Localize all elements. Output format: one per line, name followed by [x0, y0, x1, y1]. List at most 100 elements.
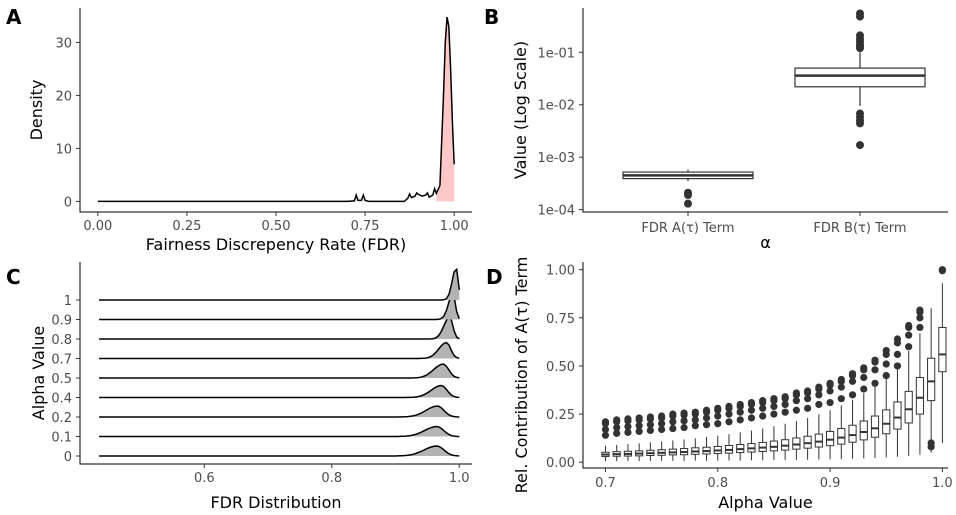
outlier-d [624, 423, 632, 431]
outlier-d [613, 416, 621, 424]
outlier-d [624, 415, 632, 423]
axis-frame-a [79, 8, 472, 213]
outlier-d [848, 391, 857, 399]
outlier-d [882, 371, 890, 380]
x-tick-label-d: 0.9 [820, 476, 841, 491]
x-tick-label-d: 1.0 [932, 476, 953, 491]
outlier-d [691, 422, 699, 430]
outlier-d [759, 412, 767, 420]
panel-d-boxplot: 0.7 0.8 0.9 1.0 0.00 0.25 0.50 0.75 1.00 Alpha Va… [512, 257, 953, 512]
outlier-d [916, 323, 924, 332]
outlier-d [669, 424, 677, 433]
x-tick-label-d: 0.8 [707, 476, 728, 491]
outlier-d [804, 387, 812, 395]
outlier-d [882, 360, 890, 368]
y-tick-label-a: 20 [55, 89, 72, 104]
ridge-line [99, 267, 461, 301]
ridge-line [99, 341, 460, 360]
ridge-line [99, 384, 460, 399]
outlier-d [759, 397, 767, 405]
x-axis-title-d: Alpha Value [718, 493, 813, 512]
panel-letter-a: A [6, 5, 22, 29]
y-tick-label-d: 1.00 [546, 264, 575, 279]
x-tick-label-a: 1.00 [440, 219, 469, 234]
outlier-d [927, 439, 935, 447]
outlier-d [916, 306, 924, 314]
y-axis-title-c: Alpha Value [29, 326, 48, 421]
panel-c-ridgeline: 0 0.1 0.2 0.4 0.5 0.7 0.8 0.9 1 0.6 0.8 1.0 FDR Dist… [29, 262, 472, 512]
box-d [825, 430, 835, 447]
outlier-d [747, 406, 756, 414]
outlier-d [826, 398, 834, 407]
outlier-d [613, 429, 621, 437]
x-tick-label-a: 0.00 [83, 219, 112, 234]
x-axis-title-a: Fairness Discrepency Rate (FDR) [146, 235, 406, 254]
outlier-d [702, 414, 711, 422]
outlier-d [691, 416, 699, 424]
outlier-d [837, 375, 845, 384]
outlier-d [792, 397, 800, 405]
y-tick-label-d: 0.00 [546, 456, 575, 471]
outlier-d [871, 379, 879, 387]
y-tick-label-c: 0 [64, 450, 72, 465]
y-tick-label-c: 0.2 [51, 411, 72, 426]
outlier-d [702, 406, 711, 414]
outlier-d [792, 406, 800, 414]
outlier-d [882, 346, 890, 355]
outlier-d [871, 356, 879, 364]
outlier-d [815, 383, 823, 391]
ridge-line [99, 405, 460, 418]
y-axis-title-d: Rel. Contribution of A(τ) Term [512, 257, 531, 494]
outlier-d [646, 413, 654, 421]
axis-frame-d [582, 262, 948, 469]
outlier-d [635, 422, 643, 430]
y-tick-label-a: 30 [55, 36, 72, 51]
y-tick-label-b: 1e-02 [537, 99, 575, 114]
outlier-d [601, 425, 610, 434]
outlier-d [658, 412, 666, 420]
outlier-d [804, 404, 812, 412]
outlier-d [601, 418, 610, 426]
panel-b-boxplot: FDR A(τ) Term FDR B(τ) Term 1e-04 1e-03 1e-0… [511, 8, 948, 252]
outlier-d [781, 400, 789, 409]
y-tick-label-a: 10 [55, 142, 72, 157]
box-d [870, 415, 880, 438]
outlier-d [848, 377, 857, 385]
box-d [938, 326, 947, 373]
box-d [814, 433, 823, 448]
outlier-d [815, 400, 823, 409]
outlier-d [658, 425, 666, 434]
box-d [837, 428, 846, 445]
y-tick-label-c: 1 [64, 294, 72, 309]
y-axis-title-b: Value (Log Scale) [511, 41, 530, 179]
y-tick-label-c: 0.5 [51, 372, 72, 387]
ridge-line [99, 315, 460, 340]
outlier-d [905, 331, 913, 339]
outlier-d [770, 410, 778, 418]
x-tick-label-a: 0.75 [351, 219, 380, 234]
outlier-d [893, 335, 902, 343]
outlier-d [613, 423, 621, 432]
box-d [893, 401, 902, 430]
ridge-fill [99, 342, 460, 359]
x-axis-title-c: FDR Distribution [210, 493, 341, 512]
outlier-d [792, 389, 800, 397]
outlier-b [856, 44, 864, 53]
outlier-d [871, 366, 879, 374]
outlier-d [781, 408, 789, 416]
outlier-d [669, 410, 677, 418]
x-tick-label-c: 0.8 [321, 471, 342, 486]
outlier-d [860, 364, 868, 372]
outlier-d [635, 427, 643, 436]
outlier-d [714, 404, 722, 412]
ridge-fill [99, 269, 460, 300]
ridge-fill [99, 364, 460, 378]
outlier-d [691, 408, 699, 416]
density-line [97, 16, 455, 203]
box-d [859, 420, 868, 441]
x-tick-label-b: FDR A(τ) Term [641, 221, 734, 236]
panel-letter-c: C [6, 265, 21, 289]
x-tick-label-a: 0.25 [172, 219, 201, 234]
box-d [848, 424, 857, 443]
